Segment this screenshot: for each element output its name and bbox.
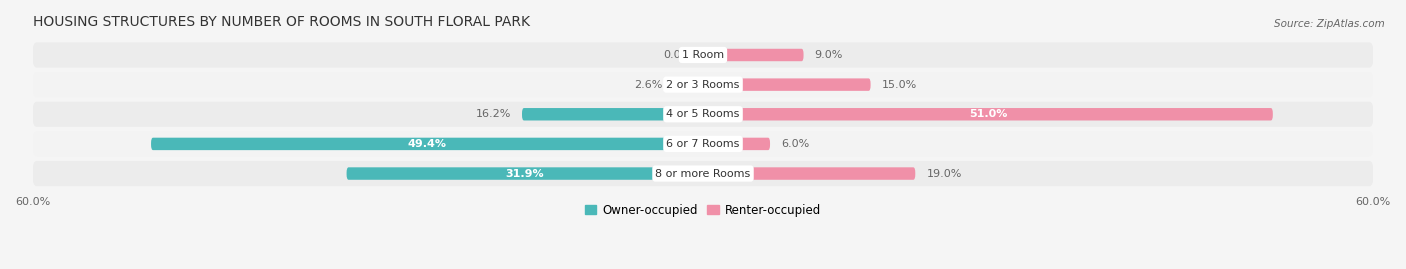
- Text: 16.2%: 16.2%: [475, 109, 510, 119]
- Text: 1 Room: 1 Room: [682, 50, 724, 60]
- FancyBboxPatch shape: [32, 161, 1374, 186]
- Text: HOUSING STRUCTURES BY NUMBER OF ROOMS IN SOUTH FLORAL PARK: HOUSING STRUCTURES BY NUMBER OF ROOMS IN…: [32, 15, 530, 29]
- FancyBboxPatch shape: [32, 43, 1374, 68]
- Legend: Owner-occupied, Renter-occupied: Owner-occupied, Renter-occupied: [579, 199, 827, 221]
- FancyBboxPatch shape: [32, 72, 1374, 97]
- FancyBboxPatch shape: [32, 102, 1374, 127]
- FancyBboxPatch shape: [703, 49, 804, 61]
- Text: 0.0%: 0.0%: [664, 50, 692, 60]
- FancyBboxPatch shape: [522, 108, 703, 121]
- FancyBboxPatch shape: [703, 108, 1272, 121]
- FancyBboxPatch shape: [673, 78, 703, 91]
- Text: 51.0%: 51.0%: [969, 109, 1007, 119]
- Text: 2.6%: 2.6%: [634, 80, 662, 90]
- Text: Source: ZipAtlas.com: Source: ZipAtlas.com: [1274, 19, 1385, 29]
- Text: 15.0%: 15.0%: [882, 80, 917, 90]
- FancyBboxPatch shape: [703, 78, 870, 91]
- Text: 6.0%: 6.0%: [782, 139, 810, 149]
- Text: 4 or 5 Rooms: 4 or 5 Rooms: [666, 109, 740, 119]
- Text: 2 or 3 Rooms: 2 or 3 Rooms: [666, 80, 740, 90]
- FancyBboxPatch shape: [703, 167, 915, 180]
- Text: 19.0%: 19.0%: [927, 169, 962, 179]
- Text: 9.0%: 9.0%: [814, 50, 844, 60]
- FancyBboxPatch shape: [703, 138, 770, 150]
- Text: 31.9%: 31.9%: [506, 169, 544, 179]
- Text: 49.4%: 49.4%: [408, 139, 447, 149]
- FancyBboxPatch shape: [347, 167, 703, 180]
- Text: 6 or 7 Rooms: 6 or 7 Rooms: [666, 139, 740, 149]
- FancyBboxPatch shape: [150, 138, 703, 150]
- FancyBboxPatch shape: [32, 131, 1374, 157]
- Text: 8 or more Rooms: 8 or more Rooms: [655, 169, 751, 179]
